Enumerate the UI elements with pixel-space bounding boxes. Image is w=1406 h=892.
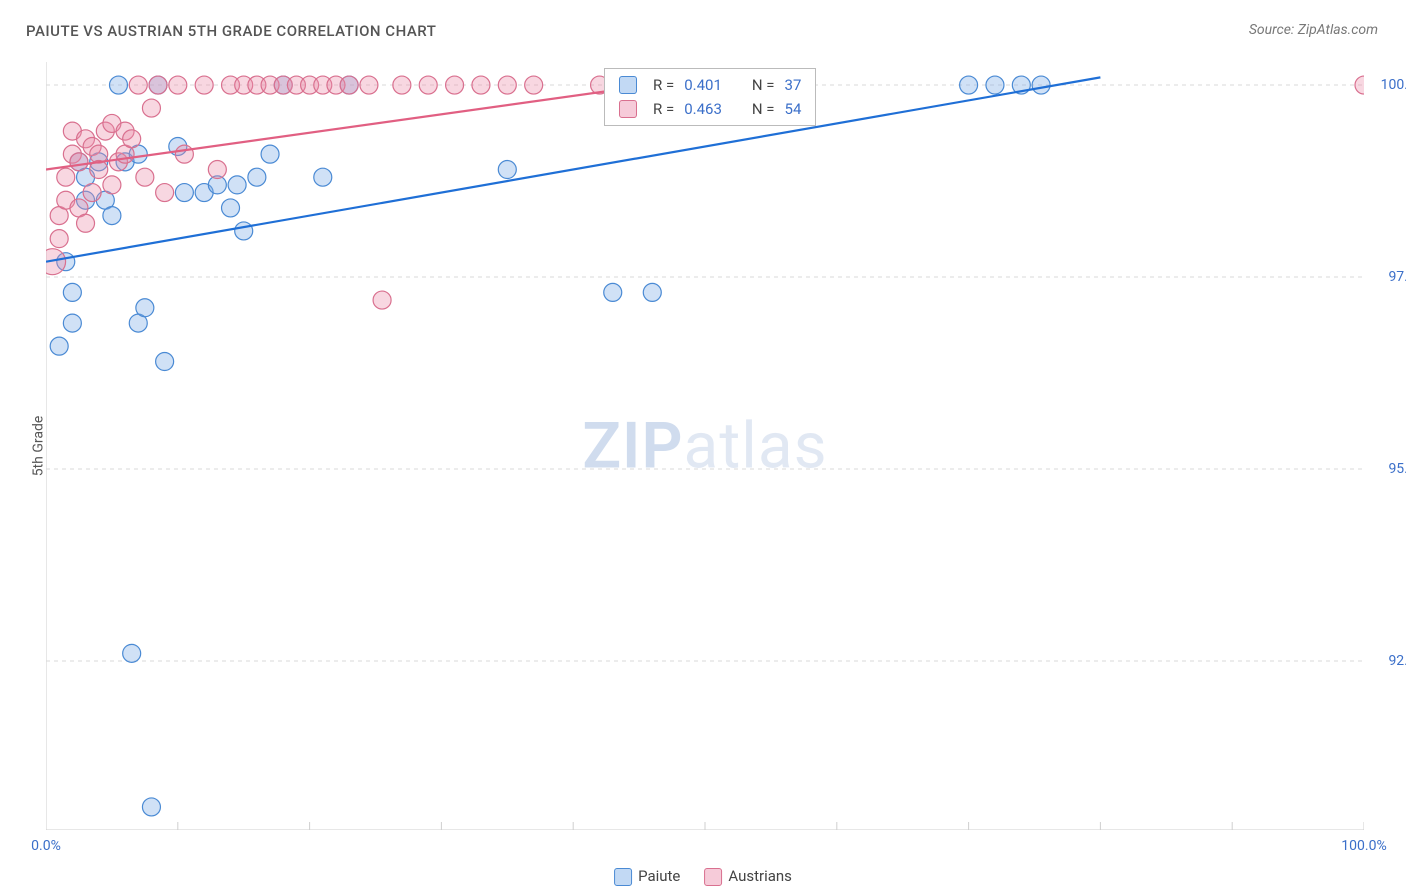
data-point (142, 99, 160, 117)
data-point (446, 76, 464, 94)
data-point (77, 214, 95, 232)
data-point (472, 76, 490, 94)
data-point (175, 145, 193, 163)
legend-label: Austrians (728, 867, 792, 885)
n-value: 54 (785, 100, 802, 118)
data-point (123, 130, 141, 148)
data-point (604, 283, 622, 301)
legend-item: Paiute (614, 867, 680, 886)
legend-swatch (614, 868, 632, 886)
data-point (373, 291, 391, 309)
y-tick-label: 100.0% (1366, 77, 1406, 93)
data-point (63, 283, 81, 301)
data-point (57, 168, 75, 186)
data-point (498, 76, 516, 94)
r-label: R = (653, 76, 674, 94)
data-point (169, 76, 187, 94)
correlation-legend-box: R = 0.401 N = 37 R = 0.463 N = 54 (604, 68, 816, 126)
r-value: 0.463 (684, 100, 722, 118)
data-point (156, 184, 174, 202)
data-point (195, 76, 213, 94)
data-point (419, 76, 437, 94)
data-point (986, 76, 1004, 94)
data-point (1355, 76, 1364, 94)
legend-swatch (704, 868, 722, 886)
y-axis-label: 5th Grade (30, 416, 46, 477)
data-point (109, 76, 127, 94)
data-point (393, 76, 411, 94)
y-tick-label: 95.0% (1366, 461, 1406, 477)
data-point (83, 184, 101, 202)
data-point (63, 314, 81, 332)
data-point (129, 76, 147, 94)
r-value: 0.401 (684, 76, 722, 94)
data-point (50, 230, 68, 248)
legend-swatch (619, 76, 637, 94)
x-tick-label-max: 100.0% (1341, 838, 1386, 854)
scatter-plot: ZIPatlas R =0.401N =37R =0.463N =54 92.5… (46, 62, 1364, 830)
data-point (340, 76, 358, 94)
data-point (142, 798, 160, 816)
trend-line (46, 77, 1100, 261)
data-point (235, 222, 253, 240)
y-tick-label: 97.5% (1366, 269, 1406, 285)
data-point (208, 161, 226, 179)
data-point (248, 168, 266, 186)
data-point (103, 207, 121, 225)
x-tick-label-min: 0.0% (31, 838, 61, 854)
data-point (123, 644, 141, 662)
y-tick-label: 92.5% (1366, 653, 1406, 669)
data-point (50, 337, 68, 355)
r-label: R = (653, 100, 674, 118)
chart-title: PAIUTE VS AUSTRIAN 5TH GRADE CORRELATION… (26, 22, 436, 40)
data-point (498, 161, 516, 179)
legend-stat-row: R = 0.401 N = 37 (605, 73, 815, 97)
data-point (314, 168, 332, 186)
data-point (960, 76, 978, 94)
legend-label: Paiute (638, 867, 680, 885)
series-legend: Paiute Austrians (614, 867, 792, 886)
data-point (643, 283, 661, 301)
data-point (136, 299, 154, 317)
data-point (149, 76, 167, 94)
data-point (228, 176, 246, 194)
data-point (175, 184, 193, 202)
data-point (70, 153, 88, 171)
trend-line (46, 81, 679, 169)
n-value: 37 (785, 76, 802, 94)
source-attribution: Source: ZipAtlas.com (1249, 22, 1378, 38)
data-point (156, 353, 174, 371)
n-label: N = (752, 76, 775, 94)
legend-item: Austrians (704, 867, 792, 886)
n-label: N = (752, 100, 775, 118)
data-point (261, 145, 279, 163)
data-point (103, 176, 121, 194)
data-point (360, 76, 378, 94)
legend-swatch (619, 100, 637, 118)
plot-svg (46, 62, 1364, 830)
data-point (222, 199, 240, 217)
data-point (136, 168, 154, 186)
legend-stat-row: R = 0.463 N = 54 (605, 97, 815, 121)
data-point (525, 76, 543, 94)
data-point (1032, 76, 1050, 94)
